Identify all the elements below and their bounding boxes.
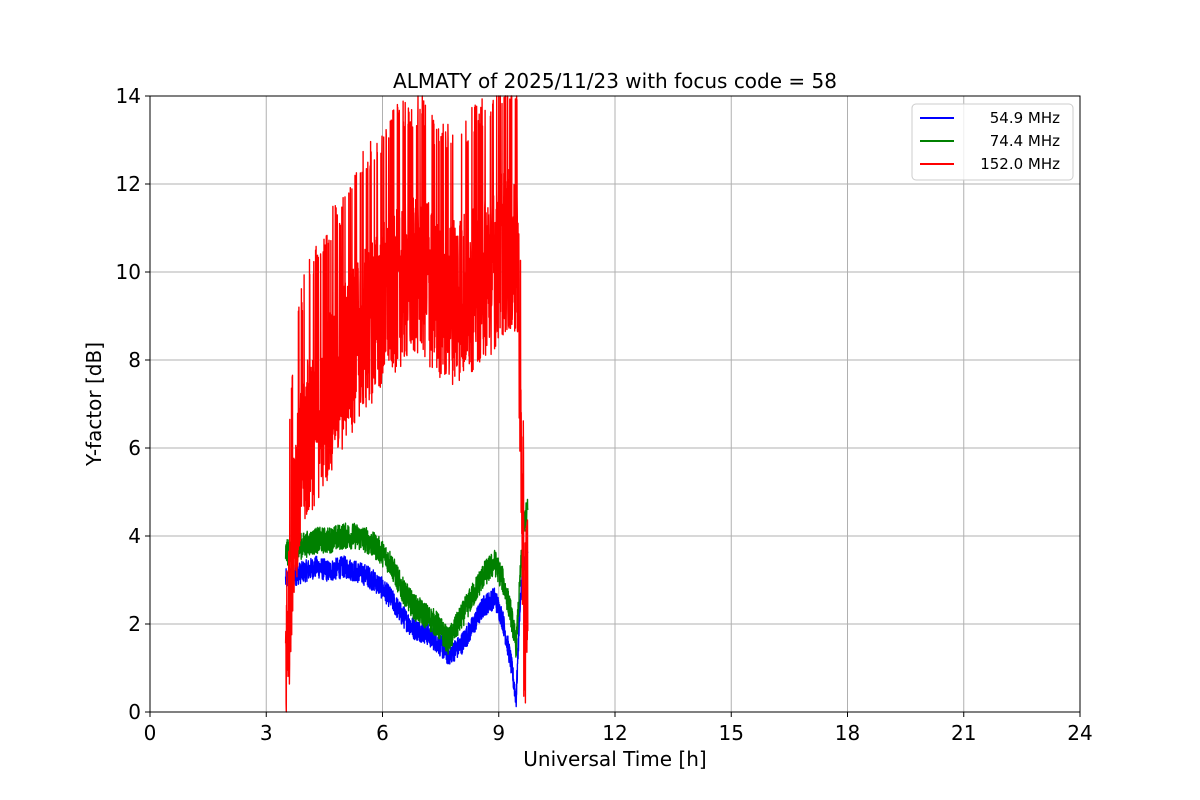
- legend-label: 54.9 MHz: [990, 109, 1060, 127]
- y-tick-label: 2: [128, 612, 141, 636]
- x-tick-label: 24: [1067, 721, 1092, 745]
- series-layer: [284, 95, 529, 713]
- x-tick-label: 21: [951, 721, 976, 745]
- chart-title: ALMATY of 2025/11/23 with focus code = 5…: [393, 69, 837, 93]
- series-line-1: [284, 549, 529, 708]
- x-tick-label: 18: [835, 721, 860, 745]
- y-tick-label: 12: [116, 172, 141, 196]
- legend-box: [911, 103, 1074, 181]
- series-line-3: [284, 95, 529, 713]
- legend-label: 74.4 MHz: [990, 132, 1060, 150]
- x-axis: 0 3 6 9 12 15 18 21 24: [144, 712, 1093, 745]
- y-tick-label: 10: [116, 260, 141, 284]
- x-tick-label: 12: [602, 721, 627, 745]
- x-tick-label: 3: [260, 721, 273, 745]
- x-tick-label: 9: [492, 721, 505, 745]
- y-tick-label: 4: [128, 524, 141, 548]
- x-tick-label: 15: [719, 721, 744, 745]
- y-tick-label: 8: [128, 348, 141, 372]
- y-tick-label: 6: [128, 436, 141, 460]
- x-tick-label: 6: [376, 721, 389, 745]
- y-axis: 0 2 4 6 8 10 12 14: [116, 84, 150, 724]
- x-tick-label: 0: [144, 721, 157, 745]
- legend: 54.9 MHz 74.4 MHz 152.0 MHz: [911, 103, 1074, 181]
- series-line-2: [284, 498, 529, 658]
- x-axis-label: Universal Time [h]: [523, 747, 706, 771]
- y-axis-label: Y-factor [dB]: [82, 342, 106, 467]
- y-tick-label: 0: [128, 700, 141, 724]
- legend-label: 152.0 MHz: [980, 155, 1060, 173]
- y-tick-label: 14: [116, 84, 141, 108]
